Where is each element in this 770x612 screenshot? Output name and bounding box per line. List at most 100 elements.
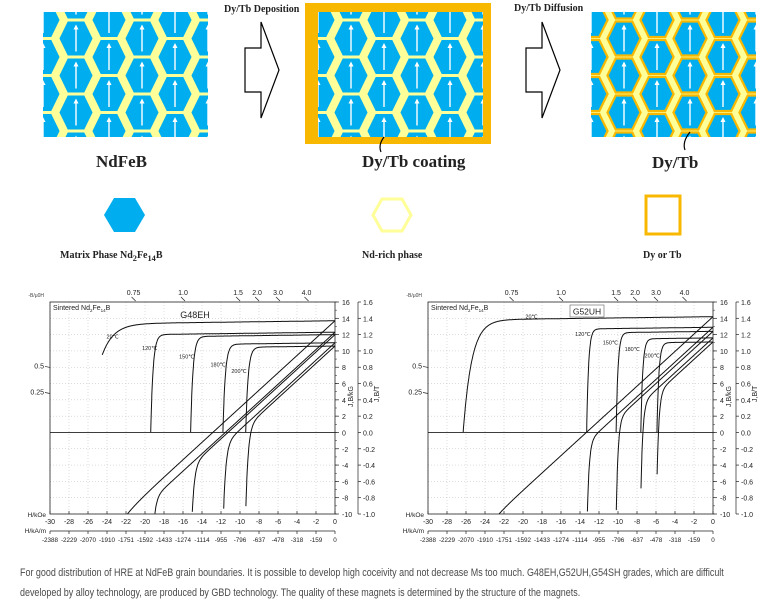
x2-tick-label: -1114 bbox=[572, 537, 588, 544]
arrow-head-icon bbox=[205, 61, 208, 67]
temperature-label: 20℃ bbox=[525, 314, 538, 320]
arrow-head-icon bbox=[556, 136, 561, 141]
arrow-head-icon bbox=[206, 173, 211, 178]
b-curve-200℃ bbox=[245, 345, 336, 507]
x-tick-label: -24 bbox=[480, 519, 490, 526]
y2-tick-label: 0.6 bbox=[363, 382, 373, 389]
x-tick-label: -4 bbox=[672, 519, 678, 526]
x2-tick-label: -2070 bbox=[458, 537, 475, 544]
x-tick-label: -22 bbox=[499, 519, 509, 526]
y-tick-label: -8 bbox=[342, 496, 348, 503]
arrow-head-icon bbox=[43, 43, 46, 48]
matrix-grain bbox=[574, 151, 607, 185]
matrix-phase-hexagon-icon bbox=[104, 198, 145, 232]
arrow-head-icon bbox=[689, 135, 691, 137]
arrow-head-icon bbox=[482, 135, 483, 137]
permeance-tick-label: 1.5 bbox=[233, 290, 243, 297]
arrow-head-icon bbox=[283, 173, 288, 178]
matrix-grain bbox=[340, 132, 362, 137]
matrix-grain bbox=[744, 131, 756, 137]
y-tick-label: 2 bbox=[342, 414, 346, 421]
matrix-grain bbox=[191, 170, 224, 204]
permeance-tick bbox=[422, 392, 429, 394]
temperature-label: 150℃ bbox=[179, 354, 195, 360]
x2-tick-label: -2229 bbox=[61, 537, 78, 544]
arrow-head-icon bbox=[621, 61, 627, 67]
arrow-head-icon bbox=[239, 117, 244, 122]
arrow-head-icon bbox=[753, 61, 756, 67]
arrow-head-icon bbox=[755, 135, 756, 137]
arrow-head-icon bbox=[753, 24, 756, 30]
temperature-label: 120℃ bbox=[142, 346, 158, 352]
temperature-label: 200℃ bbox=[645, 353, 661, 359]
arrow-head-icon bbox=[480, 61, 483, 67]
j-curve-150℃ bbox=[190, 334, 335, 433]
permeance-tick bbox=[558, 296, 564, 302]
y-tick-label: 4 bbox=[720, 398, 724, 405]
x2-tick-label: -478 bbox=[272, 537, 285, 544]
y-tick-label: 14 bbox=[342, 316, 350, 323]
x2-tick-label: -2388 bbox=[420, 537, 437, 544]
y-tick-label: -4 bbox=[720, 463, 726, 470]
permeance-tick bbox=[653, 296, 659, 302]
y-tick-label: 0 bbox=[720, 430, 724, 437]
arrow-head-icon bbox=[73, 24, 79, 30]
b-curve-20℃ bbox=[498, 316, 714, 515]
matrix-grain bbox=[43, 77, 60, 111]
arrow-head-icon bbox=[41, 154, 46, 159]
matrix-grain bbox=[318, 77, 335, 111]
x-tick-label: -10 bbox=[235, 519, 245, 526]
panel-ndfeb-title: NdFeB bbox=[96, 152, 147, 171]
arrow-head-icon bbox=[43, 117, 46, 122]
y-tick-label: 12 bbox=[342, 333, 350, 340]
arrow-head-icon bbox=[207, 135, 208, 137]
matrix-grain bbox=[738, 20, 756, 57]
permeance-tick bbox=[632, 296, 638, 302]
permeance-tick-label: 2.0 bbox=[630, 290, 640, 297]
j-curve-20℃ bbox=[101, 320, 335, 355]
x2-tick-label: -955 bbox=[215, 537, 228, 544]
matrix-grain bbox=[64, 12, 88, 19]
y2-tick-label: 1.6 bbox=[363, 300, 373, 307]
y-tick-label: 2 bbox=[720, 414, 724, 421]
matrix-grain bbox=[339, 12, 363, 19]
panel-coating-title: Dy/Tb coating bbox=[362, 152, 466, 171]
arrow-head-icon bbox=[623, 135, 625, 137]
arrow-head-icon bbox=[172, 117, 178, 122]
matrix-grain bbox=[0, 170, 27, 204]
arrow-head-icon bbox=[73, 61, 79, 67]
x-tick-label: -18 bbox=[159, 519, 169, 526]
x-tick-label: -20 bbox=[140, 519, 150, 526]
matrix-grain bbox=[334, 170, 367, 204]
matrix-grain bbox=[591, 38, 609, 76]
matrix-grain bbox=[406, 132, 428, 137]
permeance-tick bbox=[235, 296, 241, 302]
matrix-grain bbox=[738, 57, 756, 94]
temperature-label: 180℃ bbox=[210, 362, 226, 368]
deposition-step-label: Dy/Tb Deposition bbox=[224, 4, 300, 15]
matrix-grain bbox=[318, 12, 335, 37]
arrow-head-icon bbox=[106, 43, 112, 48]
arrow-head-icon bbox=[283, 62, 288, 67]
arrow-head-icon bbox=[720, 43, 726, 48]
x2-tick-label: -1274 bbox=[553, 537, 570, 544]
matrix-grain bbox=[466, 170, 499, 204]
x-tick-label: -14 bbox=[197, 519, 207, 526]
x-tick-label: -4 bbox=[294, 519, 300, 526]
matrix-grain bbox=[466, 95, 483, 130]
b-curve-150℃ bbox=[191, 334, 336, 512]
matrix-grain bbox=[26, 151, 59, 185]
j-curve-20℃ bbox=[462, 316, 713, 433]
y2-tick-label: -1.0 bbox=[741, 512, 753, 519]
chart-g52uh: 20℃ 120℃ 150℃ 180℃ 200℃ -B/μ0H 16 14 12 10 8 6 4 2 0 -2… bbox=[403, 290, 759, 544]
b-curve-20℃ bbox=[127, 320, 336, 515]
chart-title: G52UH bbox=[573, 307, 601, 317]
temperature-label: 150℃ bbox=[603, 340, 619, 346]
y2-tick-label: -0.2 bbox=[741, 447, 753, 454]
arrow-head-icon bbox=[514, 43, 519, 48]
x-tick-label: -28 bbox=[64, 519, 74, 526]
matrix-grain bbox=[43, 40, 60, 74]
plot-frame bbox=[427, 301, 714, 515]
y2-tick-label: -0.8 bbox=[363, 496, 375, 503]
arrow-head-icon bbox=[106, 80, 112, 85]
